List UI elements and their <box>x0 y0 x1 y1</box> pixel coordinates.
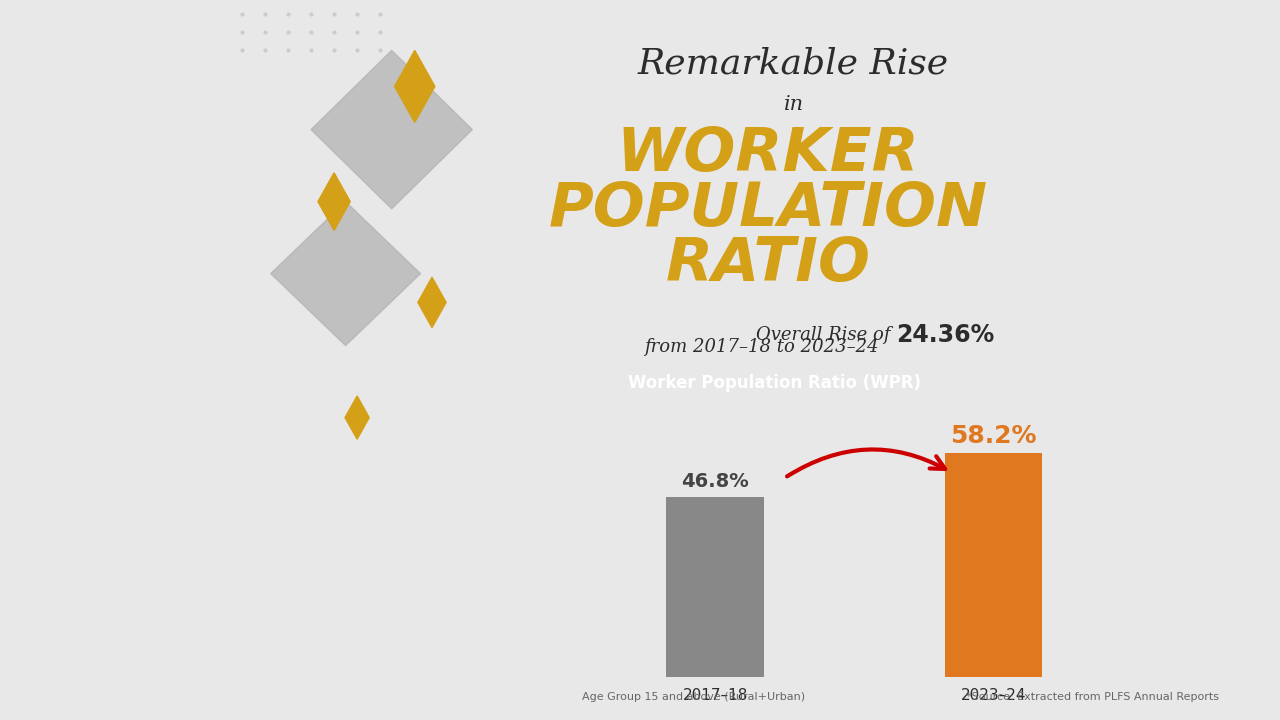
Text: in: in <box>783 95 804 114</box>
Polygon shape <box>271 202 420 346</box>
Text: Overall Rise of: Overall Rise of <box>755 325 896 343</box>
Polygon shape <box>394 50 435 122</box>
Text: from 2017–18 to 2023–24: from 2017–18 to 2023–24 <box>644 338 879 356</box>
Text: Remarkable Rise: Remarkable Rise <box>637 47 950 81</box>
Text: RATIO: RATIO <box>666 235 870 294</box>
Text: 46.8%: 46.8% <box>681 472 749 491</box>
Text: POPULATION: POPULATION <box>548 180 988 239</box>
Polygon shape <box>317 173 351 230</box>
Bar <box>945 454 1042 677</box>
Text: 24.36%: 24.36% <box>896 323 995 347</box>
Text: *Source: Extracted from PLFS Annual Reports: *Source: Extracted from PLFS Annual Repo… <box>966 692 1220 702</box>
Text: Worker Population Ratio (WPR): Worker Population Ratio (WPR) <box>628 374 920 392</box>
Polygon shape <box>311 50 472 209</box>
Text: 2023–24: 2023–24 <box>961 688 1027 703</box>
Text: 58.2%: 58.2% <box>950 423 1037 448</box>
Polygon shape <box>417 277 447 328</box>
Bar <box>667 497 764 677</box>
Text: Age Group 15 and above (Rural+Urban): Age Group 15 and above (Rural+Urban) <box>582 692 805 702</box>
Text: WORKER: WORKER <box>617 125 919 184</box>
Polygon shape <box>346 396 369 439</box>
Text: 2017–18: 2017–18 <box>682 688 748 703</box>
